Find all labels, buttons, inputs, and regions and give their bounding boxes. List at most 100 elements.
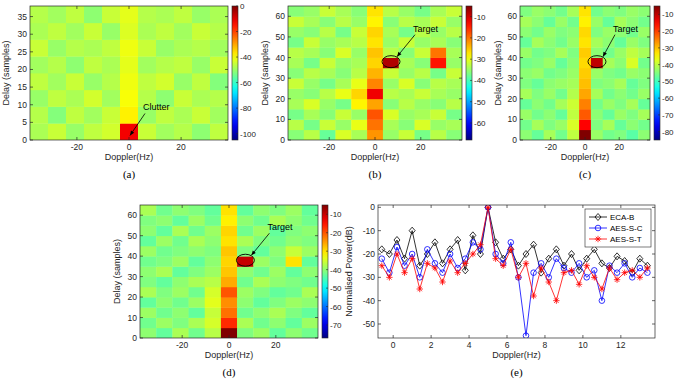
heatmap-cell: [253, 205, 270, 216]
heatmap-cell: [603, 68, 615, 79]
y-tick: [520, 119, 523, 120]
colorbar-tick: [236, 57, 238, 58]
y-tick: [647, 98, 650, 99]
point: [538, 265, 544, 271]
heatmap-cell: [626, 58, 638, 69]
heatmap-cell: [48, 73, 66, 90]
point: [485, 205, 491, 211]
x-tick: [182, 335, 183, 338]
heatmap-cell: [156, 40, 174, 57]
heatmap-cell: [189, 225, 206, 236]
point: [462, 267, 468, 274]
heatmap-cell: [138, 123, 156, 140]
x-tick: [582, 205, 583, 208]
heatmap-cell: [288, 37, 304, 48]
caption: (a): [123, 168, 136, 181]
colorbar: [322, 205, 328, 338]
heatmap-cell: [626, 37, 638, 48]
heatmap-cell: [172, 215, 189, 226]
y-tick-label: 25: [18, 47, 28, 57]
y-tick: [140, 256, 143, 257]
heatmap-cell: [48, 23, 66, 40]
heatmap-cell: [269, 328, 286, 338]
colorbar-tick: [326, 288, 328, 289]
heatmap-cell: [615, 68, 627, 79]
heatmap-cell: [626, 6, 638, 17]
heatmap-cell: [138, 23, 156, 40]
heatmap-cell: [286, 205, 303, 216]
x-tick-label: 6: [505, 340, 510, 350]
heatmap-cell: [84, 73, 102, 90]
y-tick: [378, 324, 381, 325]
colorbar-tick: [470, 80, 472, 81]
x-tick: [76, 137, 77, 140]
heatmap-cell: [120, 56, 138, 73]
heatmap-cell: [304, 99, 320, 110]
heatmap-cell: [30, 40, 48, 57]
y-tick-label: 15: [18, 82, 28, 92]
colorbar-tick: [236, 133, 238, 134]
heatmap-cell: [320, 88, 336, 99]
heatmap-cell: [603, 6, 615, 17]
heatmap-cell: [567, 88, 579, 99]
heatmap-cell: [288, 119, 304, 130]
heatmap-cell: [532, 78, 544, 89]
heatmap-cell: [591, 88, 603, 99]
heatmap-cell: [532, 68, 544, 79]
target-ring: [236, 254, 254, 266]
caption: (b): [369, 168, 382, 181]
heatmap-cell: [335, 130, 351, 140]
heatmap-cell: [304, 78, 320, 89]
x-tick-label: 0: [391, 340, 396, 350]
heatmap-cell: [172, 297, 189, 308]
annotation-arrow: [130, 113, 145, 135]
point: [379, 246, 385, 253]
heatmap-cell: [205, 246, 222, 257]
point: [584, 255, 590, 262]
heatmap-cell: [237, 297, 254, 308]
heatmap-cell: [555, 27, 567, 38]
heatmap-cell: [430, 47, 446, 58]
heatmap-cell: [253, 277, 270, 288]
x-tick-label: -20: [71, 142, 84, 152]
point: [523, 260, 529, 266]
heatmap-cell: [532, 47, 544, 58]
annotation: Target: [613, 24, 639, 34]
x-tick-label: -20: [545, 142, 558, 152]
y-tick-label: 40: [508, 53, 518, 63]
heatmap-cell: [192, 73, 210, 90]
heatmap-cells: [30, 6, 228, 140]
heatmap-cell: [156, 307, 173, 318]
colorbar-tick: [658, 81, 660, 82]
heatmap-cell: [579, 78, 591, 89]
y-tick-label: 10: [128, 313, 138, 323]
y-tick: [652, 230, 655, 231]
point: [614, 276, 620, 282]
point: [637, 274, 643, 280]
heatmap-cell: [446, 78, 462, 89]
heatmap-cell: [603, 109, 615, 120]
caption: (c): [579, 168, 592, 181]
heatmap-cell: [302, 256, 318, 267]
heatmap-cell: [320, 119, 336, 130]
heatmap-cell: [626, 47, 638, 58]
legend-box: [585, 209, 651, 247]
heatmap-cell: [638, 58, 650, 69]
heatmap-cell: [237, 287, 254, 298]
point: [621, 269, 627, 275]
x-tick-label: 0: [583, 142, 588, 152]
x-tick: [585, 137, 586, 140]
heatmap-cell: [253, 266, 270, 277]
colorbar-tick-label: -60: [474, 119, 486, 128]
y-tick: [378, 207, 381, 208]
arrow-head: [397, 52, 401, 57]
heatmap-cell: [520, 47, 532, 58]
heatmap-cell: [544, 78, 556, 89]
heatmap-cell: [156, 225, 173, 236]
heatmap-cell: [30, 23, 48, 40]
heatmap-cell: [189, 277, 206, 288]
colorbar-tick-label: -20: [662, 27, 674, 36]
heatmap-cell: [172, 318, 189, 329]
heatmap-cell: [367, 119, 383, 130]
colorbar-tick: [326, 232, 328, 233]
